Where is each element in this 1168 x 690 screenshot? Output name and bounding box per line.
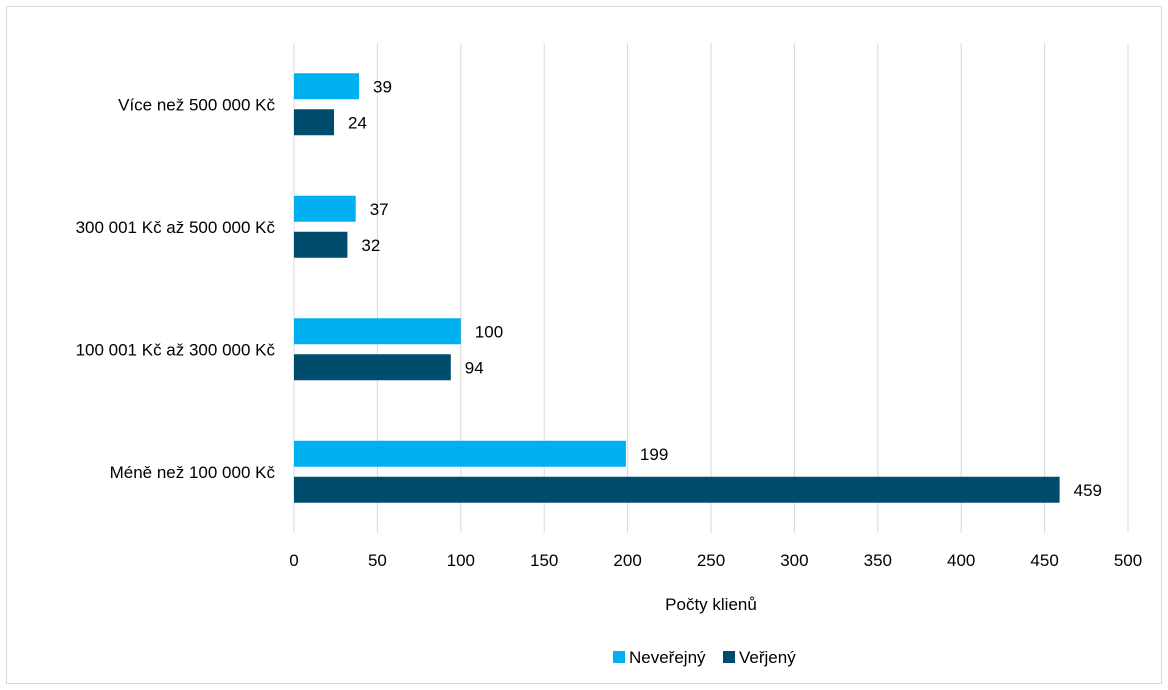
- x-axis-ticks: 0 50 100 150 200 250 300 350 400 450 500: [289, 551, 1142, 570]
- legend-label: Neveřejný: [629, 648, 706, 667]
- gridlines: [293, 43, 1129, 533]
- bar-verjeny: [294, 476, 1060, 503]
- category-labels: Více než 500 000 Kč 300 001 Kč až 500 000…: [76, 95, 276, 482]
- x-tick-label: 100: [447, 551, 475, 570]
- legend-label: Veřjený: [739, 648, 796, 667]
- x-tick-label: 150: [530, 551, 558, 570]
- x-axis-title: Počty klienů: [665, 595, 757, 614]
- x-tick-label: 300: [780, 551, 808, 570]
- data-label: 24: [348, 113, 367, 132]
- x-tick-label: 450: [1030, 551, 1058, 570]
- category-label: 300 001 Kč až 500 000 Kč: [76, 218, 276, 237]
- bar-verjeny: [294, 231, 348, 258]
- bar-chart: 39 24 37 32 100 94 199 459 Více než 500 000 Kč 3…: [76, 43, 1142, 667]
- bar-verjeny: [294, 354, 451, 381]
- x-tick-label: 500: [1114, 551, 1142, 570]
- legend-swatch-verjeny: [723, 651, 735, 663]
- data-label: 94: [465, 358, 484, 377]
- bar-neverejny: [294, 73, 360, 100]
- bar-neverejny: [294, 440, 626, 467]
- x-tick-label: 350: [864, 551, 892, 570]
- data-label: 37: [370, 200, 389, 219]
- legend: Neveřejný Veřjený: [613, 648, 796, 667]
- data-label: 39: [373, 77, 392, 96]
- data-label: 459: [1074, 481, 1102, 500]
- bars: [294, 73, 1060, 503]
- data-label: 32: [361, 236, 380, 255]
- bar-neverejny: [294, 318, 461, 345]
- x-tick-label: 200: [613, 551, 641, 570]
- data-label: 100: [475, 322, 503, 341]
- data-labels: 39 24 37 32 100 94 199 459: [348, 77, 1102, 500]
- chart-frame: 39 24 37 32 100 94 199 459 Více než 500 000 Kč 3…: [6, 6, 1162, 684]
- data-label: 199: [640, 445, 668, 464]
- legend-swatch-neverejny: [613, 651, 625, 663]
- category-label: Více než 500 000 Kč: [118, 95, 275, 114]
- category-label: Méně než 100 000 Kč: [110, 463, 276, 482]
- x-tick-label: 400: [947, 551, 975, 570]
- x-tick-label: 0: [289, 551, 298, 570]
- x-tick-label: 250: [697, 551, 725, 570]
- bar-verjeny: [294, 109, 335, 136]
- x-tick-label: 50: [368, 551, 387, 570]
- bar-neverejny: [294, 195, 356, 222]
- category-label: 100 001 Kč až 300 000 Kč: [76, 340, 276, 359]
